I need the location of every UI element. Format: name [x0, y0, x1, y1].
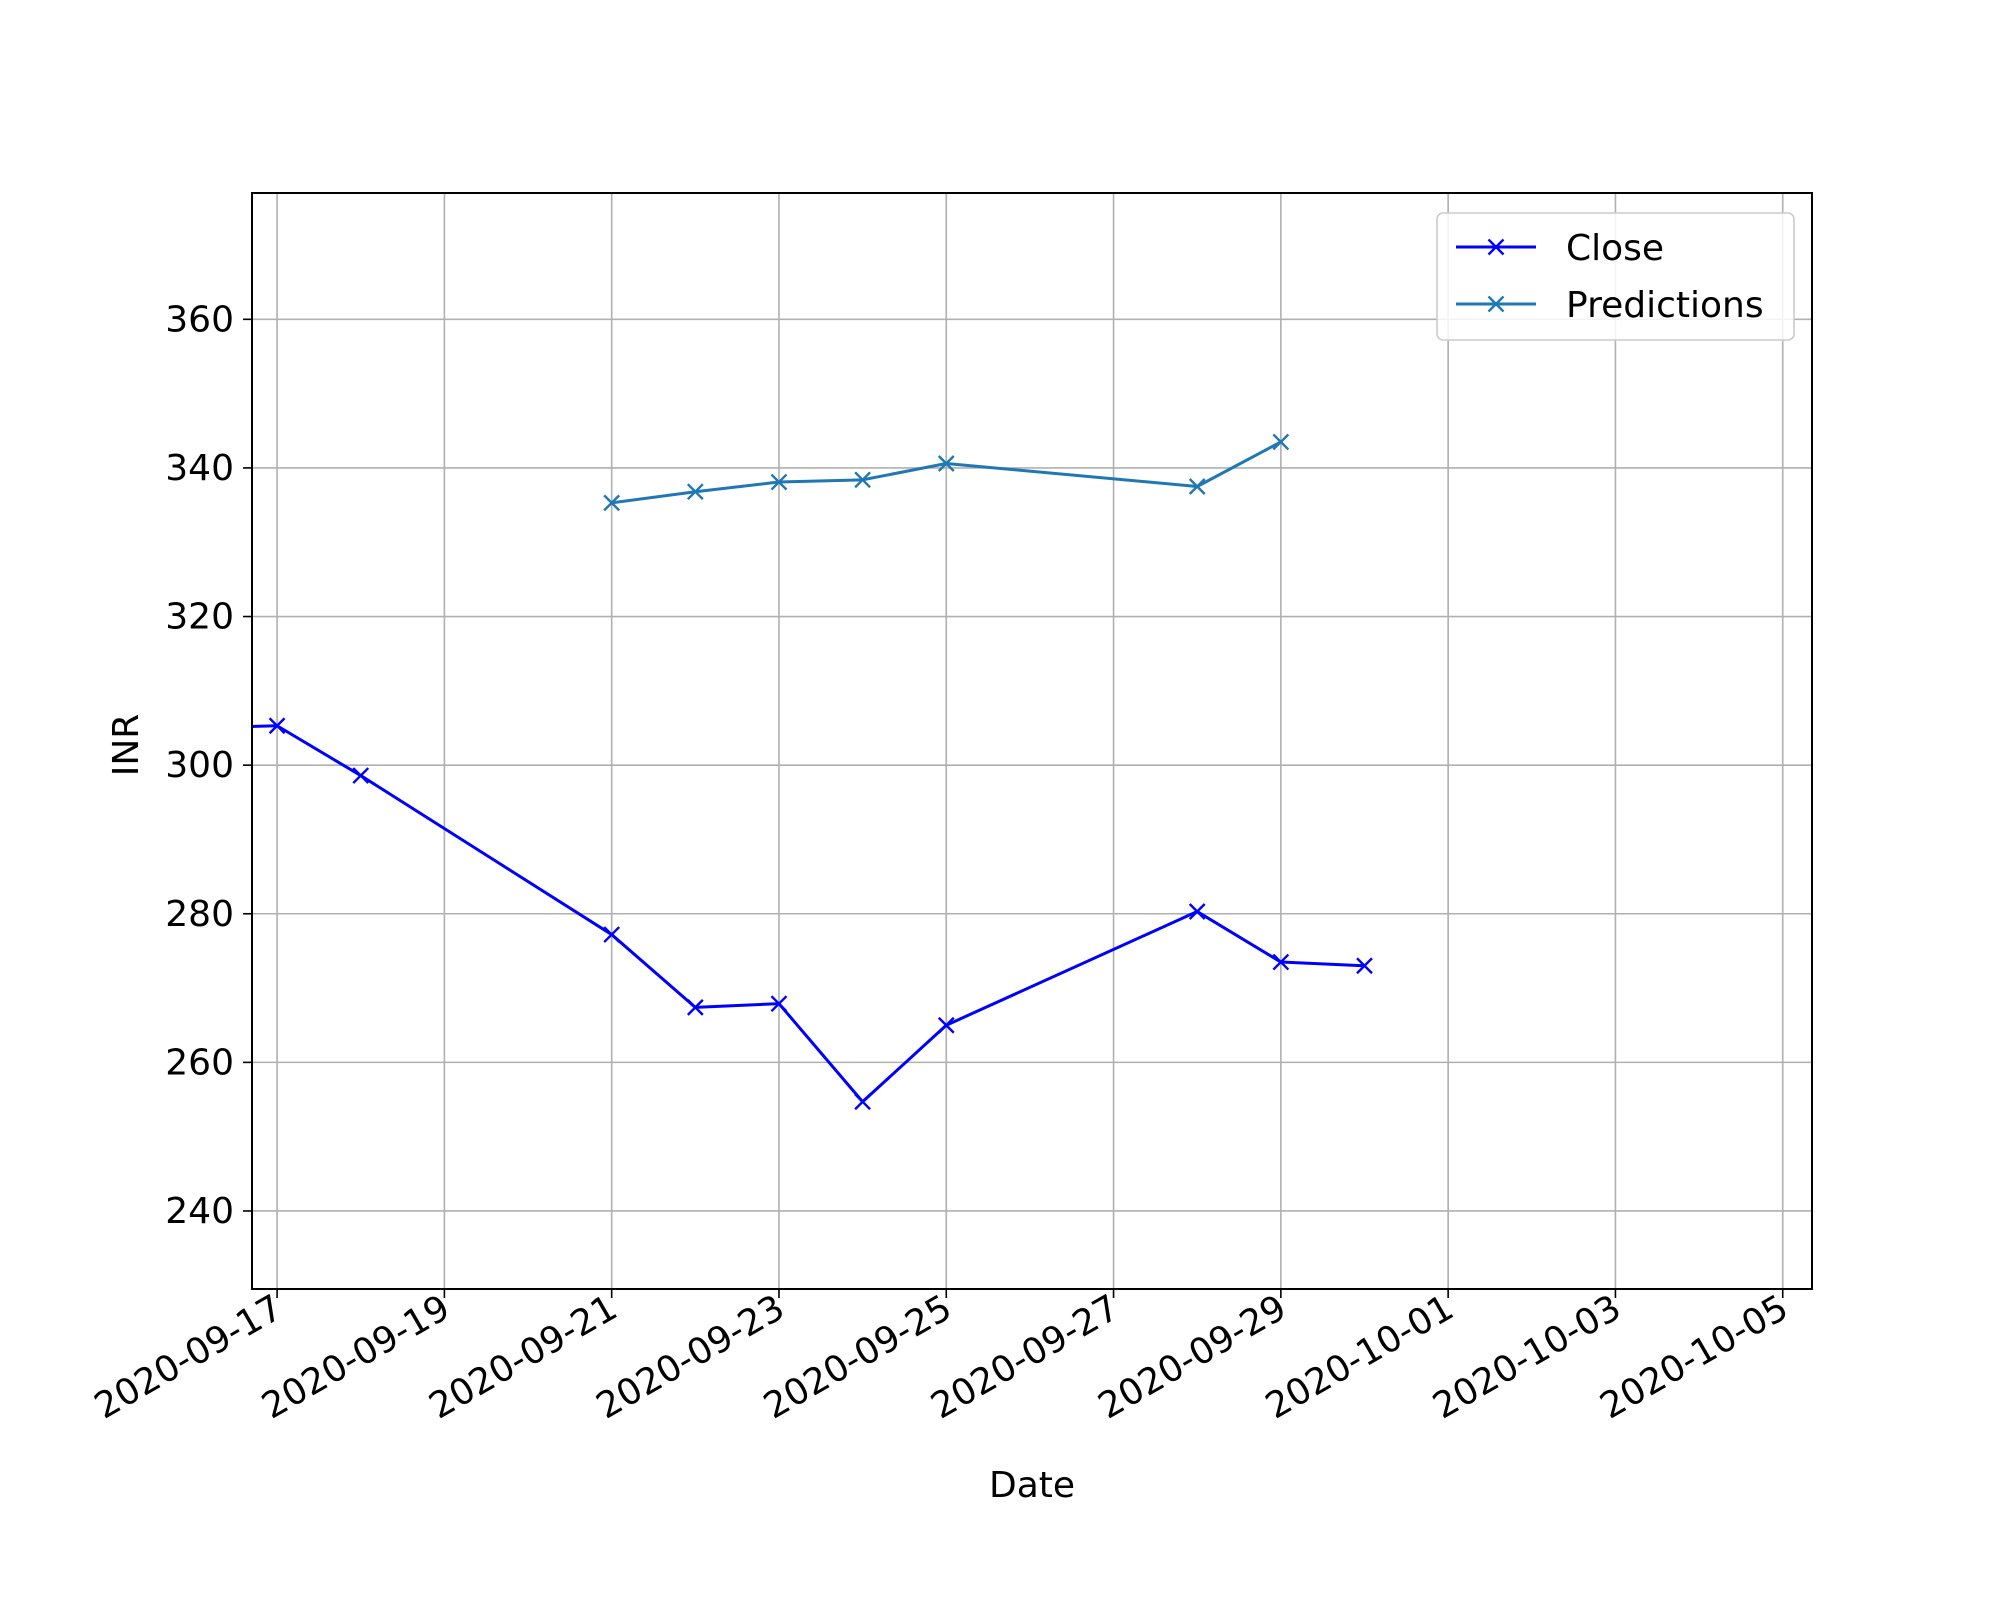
y-tick-label: 300: [165, 745, 234, 786]
legend-box: [1436, 212, 1795, 341]
y-tick-label: 340: [165, 448, 234, 489]
plot-frame: [251, 192, 1813, 1290]
close-point: [1188, 903, 1206, 920]
close-point: [352, 767, 370, 784]
legend-marker: [1487, 238, 1505, 256]
y-tick-label: 280: [165, 894, 234, 935]
series-close: [186, 717, 1373, 1111]
close-point: [268, 717, 286, 735]
y-axis-label: INR: [106, 714, 147, 777]
x-tick-label: 2020-09-19: [255, 1287, 457, 1427]
predictions-point: [937, 455, 955, 472]
y-tick-label: 240: [165, 1191, 234, 1232]
series-layer: [186, 433, 1373, 1111]
x-tick-label: 2020-10-03: [1426, 1287, 1628, 1427]
x-tick-label: 2020-10-01: [1259, 1287, 1461, 1427]
x-tick-label: 2020-10-05: [1594, 1287, 1796, 1427]
predictions-point: [603, 494, 621, 512]
legend: Close Predictions: [1436, 212, 1795, 341]
close-point: [854, 1093, 871, 1111]
x-tick-label: 2020-09-23: [590, 1287, 792, 1427]
close-point: [686, 999, 704, 1016]
predictions-point: [1272, 433, 1290, 451]
legend-label: Close: [1566, 228, 1664, 269]
legend-item-close: Close: [1456, 228, 1664, 269]
x-tick-label: 2020-09-17: [88, 1287, 290, 1427]
close-point: [1356, 957, 1373, 975]
series-predictions: [603, 433, 1290, 512]
x-tick-label: 2020-09-21: [422, 1287, 624, 1427]
x-tick-label: 2020-09-25: [757, 1287, 959, 1427]
y-tick-label: 260: [165, 1042, 234, 1083]
y-tick-label: 320: [165, 597, 234, 638]
predictions-point: [686, 483, 704, 501]
legend-marker: [1487, 295, 1505, 313]
predictions-point: [854, 471, 871, 489]
close-point: [603, 926, 621, 943]
grid: [252, 193, 1812, 1289]
x-tick-label: 2020-09-29: [1092, 1287, 1294, 1427]
x-tick-label: 2020-09-27: [924, 1287, 1126, 1427]
legend-label: Predictions: [1566, 285, 1764, 326]
y-tick-label: 360: [165, 299, 234, 340]
legend-item-predictions: Predictions: [1456, 285, 1764, 326]
close-point: [937, 1016, 955, 1034]
predictions-point: [1188, 478, 1206, 495]
close-point: [186, 720, 201, 735]
x-axis-label: Date: [989, 1465, 1075, 1506]
close-point: [1272, 953, 1290, 971]
predictions-point: [770, 473, 788, 491]
close-point: [770, 995, 788, 1013]
